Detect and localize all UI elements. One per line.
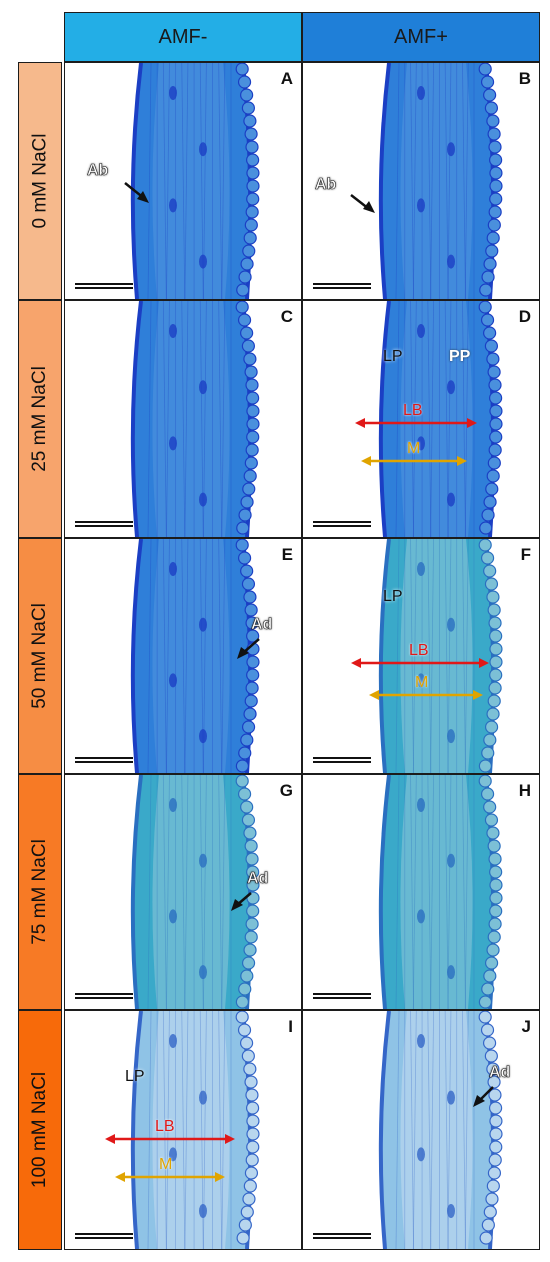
row-label-25-nacl: 25 mM NaCl [18,300,62,538]
micrograph-panel-e: E Ad [64,538,302,774]
micrograph-panel-i: I LP LB M [64,1010,302,1250]
annotation-mesophyll: M [415,674,429,691]
scale-bar [313,757,371,763]
scale-bar [75,521,133,527]
scale-bar [313,1233,371,1239]
panel-letter: I [288,1017,293,1036]
annotation-lacunose-parenchyma: LP [125,1068,145,1085]
micrograph-panel-h: H [302,774,540,1010]
measure-arrows [351,658,489,700]
column-header-amf-plus: AMF+ [302,12,540,62]
panel-letter: G [279,781,293,800]
scale-bar [313,283,371,289]
row-label-75-nacl: 75 mM NaCl [18,774,62,1010]
column-header-label: AMF- [158,25,208,48]
tissue-section-image [130,301,260,537]
scale-bar [75,993,133,999]
column-header-amf-minus: AMF- [64,12,302,62]
row-label-text: 25 mM NaCl [29,366,51,472]
row-label-50-nacl: 50 mM NaCl [18,538,62,774]
row-label-text: 100 mM NaCl [29,1071,50,1189]
pointer-arrow-icon [350,194,375,213]
micrograph-panel-j: J Ad [302,1010,540,1250]
annotation-lacunose-parenchyma: LP [383,588,403,605]
annotation-mesophyll: M [159,1156,173,1173]
annotation-leaf-blade: LB [155,1118,175,1135]
annotation-mesophyll: M [407,440,421,457]
tissue-section-image [378,775,503,1009]
tissue-section-image [130,1011,260,1249]
pointer-arrow-icon [231,892,252,911]
tissue-section-image [130,775,260,1009]
annotation-adaxial: Ad [489,1064,511,1081]
panel-letter: D [518,307,531,326]
panel-letter: B [518,69,531,88]
row-label-text: 0 mM NaCl [29,133,51,229]
pointer-arrow-icon [124,182,149,203]
scale-bar [75,757,133,763]
pointer-arrow-icon [473,1086,494,1107]
tissue-section-image [378,301,503,537]
measure-arrows [105,1134,235,1182]
annotation-abaxial: Ab [315,176,337,193]
tissue-section-image [378,63,503,299]
annotation-abaxial: Ab [87,162,109,179]
annotation-palisade-parenchyma: PP [449,348,471,365]
annotation-lacunose-parenchyma: LP [383,348,403,365]
scale-bar [75,1233,133,1239]
pointer-arrow-icon [237,638,260,659]
micrograph-panel-b: B Ab [302,62,540,300]
micrograph-panel-a: A Ab [64,62,302,300]
tissue-section-image [130,63,260,299]
row-label-text: 75 mM NaCl [29,839,51,945]
column-header-label: AMF+ [394,25,448,48]
micrograph-panel-d: D LP PP LB M [302,300,540,538]
tissue-section-image [378,1011,503,1249]
tissue-section-image [378,539,503,773]
tissue-section-image [130,539,260,773]
scale-bar [313,521,371,527]
scale-bar [75,283,133,289]
panel-letter: C [280,307,293,326]
row-label-100-nacl: 100 mM NaCl [18,1010,62,1250]
annotation-adaxial: Ad [251,616,273,633]
annotation-leaf-blade: LB [409,642,429,659]
micrograph-panel-c: C [64,300,302,538]
measure-arrows [355,418,477,466]
micrograph-panel-f: F LP LB M [302,538,540,774]
annotation-leaf-blade: LB [403,402,423,419]
panel-letter: E [281,545,293,564]
panel-letter: H [518,781,531,800]
panel-letter: A [280,69,293,88]
panel-letter: J [521,1017,531,1036]
panel-letter: F [520,545,531,564]
micrograph-panel-g: G Ad [64,774,302,1010]
annotation-adaxial: Ad [247,870,269,887]
row-label-text: 50 mM NaCl [29,603,51,709]
row-label-0-nacl: 0 mM NaCl [18,62,62,300]
scale-bar [313,993,371,999]
